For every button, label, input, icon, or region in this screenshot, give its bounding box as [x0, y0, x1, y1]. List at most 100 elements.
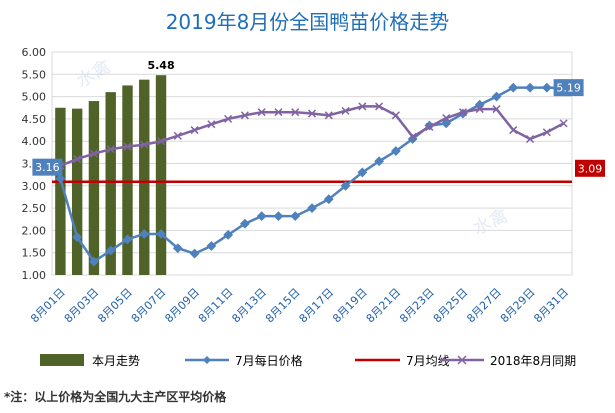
last-year-point [542, 128, 551, 137]
last-year-point [492, 105, 501, 114]
bar [155, 75, 167, 275]
july-point [441, 118, 452, 129]
chart-title: 2019年8月份全国鸭苗价格走势 [165, 10, 450, 34]
x-tick-label: 8月15日 [263, 286, 303, 326]
y-tick-label: 4.50 [22, 113, 47, 126]
last-year-point [358, 102, 367, 111]
last-year-point [458, 108, 467, 117]
last-year-point [106, 145, 115, 154]
legend-swatch-bar [40, 354, 84, 366]
y-tick-label: 5.00 [22, 91, 47, 104]
july-point [72, 232, 83, 242]
bar [71, 108, 83, 275]
july-point [206, 241, 217, 251]
last-year-point [207, 120, 216, 129]
last-year-point [291, 108, 300, 117]
bar [105, 92, 116, 275]
july-point [189, 248, 200, 259]
last-year-point [307, 109, 317, 118]
x-tick-label: 8月13日 [229, 286, 269, 326]
callout-label: 3.16 [35, 161, 60, 174]
x-tick-label: 8月25日 [431, 286, 471, 326]
callout-label: 3.09 [578, 162, 603, 175]
callout-box [553, 79, 584, 97]
last-year-point [324, 111, 333, 120]
last-year-point [442, 113, 451, 123]
july-point [105, 245, 116, 256]
y-tick-label: 1.00 [22, 269, 47, 282]
legend-label: 7月均线 [406, 354, 450, 368]
last-year-point [89, 149, 98, 158]
july-point [55, 173, 66, 184]
data-label: 5.48 [147, 59, 174, 72]
y-tick-label: 2.00 [22, 224, 47, 237]
last-year-point [475, 105, 484, 114]
x-tick-label: 8月07日 [129, 286, 169, 326]
last-year-point [173, 131, 182, 140]
july-point [139, 229, 150, 239]
july-point [340, 180, 351, 191]
last-year-point [375, 102, 384, 111]
bar [55, 107, 66, 275]
footnote: *注：以上价格为全国九大主产区平均价格 [4, 390, 227, 404]
x-tick-label: 8月27日 [464, 286, 504, 326]
bar [88, 101, 100, 275]
x-tick-label: 8月19日 [330, 286, 370, 326]
july-point [323, 194, 334, 205]
july-point [374, 156, 385, 167]
july-point [357, 167, 368, 178]
x-tick-label: 8月09日 [162, 286, 202, 326]
callout-label: 5.19 [556, 82, 581, 95]
last-year-point [224, 114, 233, 123]
july-point [223, 229, 234, 240]
july-point [525, 82, 535, 93]
last-year-point [341, 106, 350, 115]
july-point [122, 234, 133, 245]
x-tick-label: 8月31日 [531, 286, 571, 326]
last-year-point [425, 122, 434, 131]
legend-label: 本月走势 [92, 354, 140, 368]
july-point [307, 203, 317, 214]
last-year-point [190, 126, 199, 135]
july-point [508, 82, 519, 93]
bar [139, 79, 150, 275]
x-tick-label: 8月17日 [297, 286, 337, 326]
july-point [239, 218, 250, 229]
last-year-point [559, 119, 568, 128]
y-tick-label: 4.00 [22, 135, 47, 148]
y-tick-label: 3.00 [22, 180, 47, 193]
last-year-point [408, 132, 417, 141]
last-year-point [73, 155, 82, 164]
x-tick-label: 8月23日 [397, 286, 437, 326]
july-point [156, 229, 166, 239]
last-year-point [123, 142, 132, 151]
july-point [273, 211, 284, 222]
last-year-line [59, 105, 565, 167]
july-point [541, 82, 552, 93]
x-tick-label: 8月03日 [62, 286, 102, 326]
legend-marker [203, 356, 211, 364]
bar [122, 85, 133, 275]
x-tick-label: 8月21日 [364, 286, 404, 326]
x-tick-label: 8月11日 [196, 286, 236, 326]
july-point [290, 211, 301, 222]
last-year-point [274, 108, 283, 117]
last-year-point [240, 111, 249, 120]
callout-box [575, 159, 605, 177]
last-year-point [509, 126, 518, 135]
last-year-point [140, 140, 149, 149]
last-year-point [157, 137, 166, 146]
y-tick-label: 5.50 [22, 68, 47, 81]
legend-label: 2018年8月同期 [490, 354, 576, 368]
july-point [390, 146, 401, 156]
july-point [89, 256, 99, 267]
july-point [491, 91, 502, 102]
y-tick-label: 2.50 [22, 202, 47, 215]
x-tick-label: 8月01日 [28, 286, 68, 326]
last-year-point [526, 134, 535, 144]
y-tick-label: 1.50 [22, 247, 47, 260]
july-point [256, 211, 267, 222]
x-tick-label: 8月05日 [95, 286, 135, 326]
callout-box [32, 158, 63, 176]
